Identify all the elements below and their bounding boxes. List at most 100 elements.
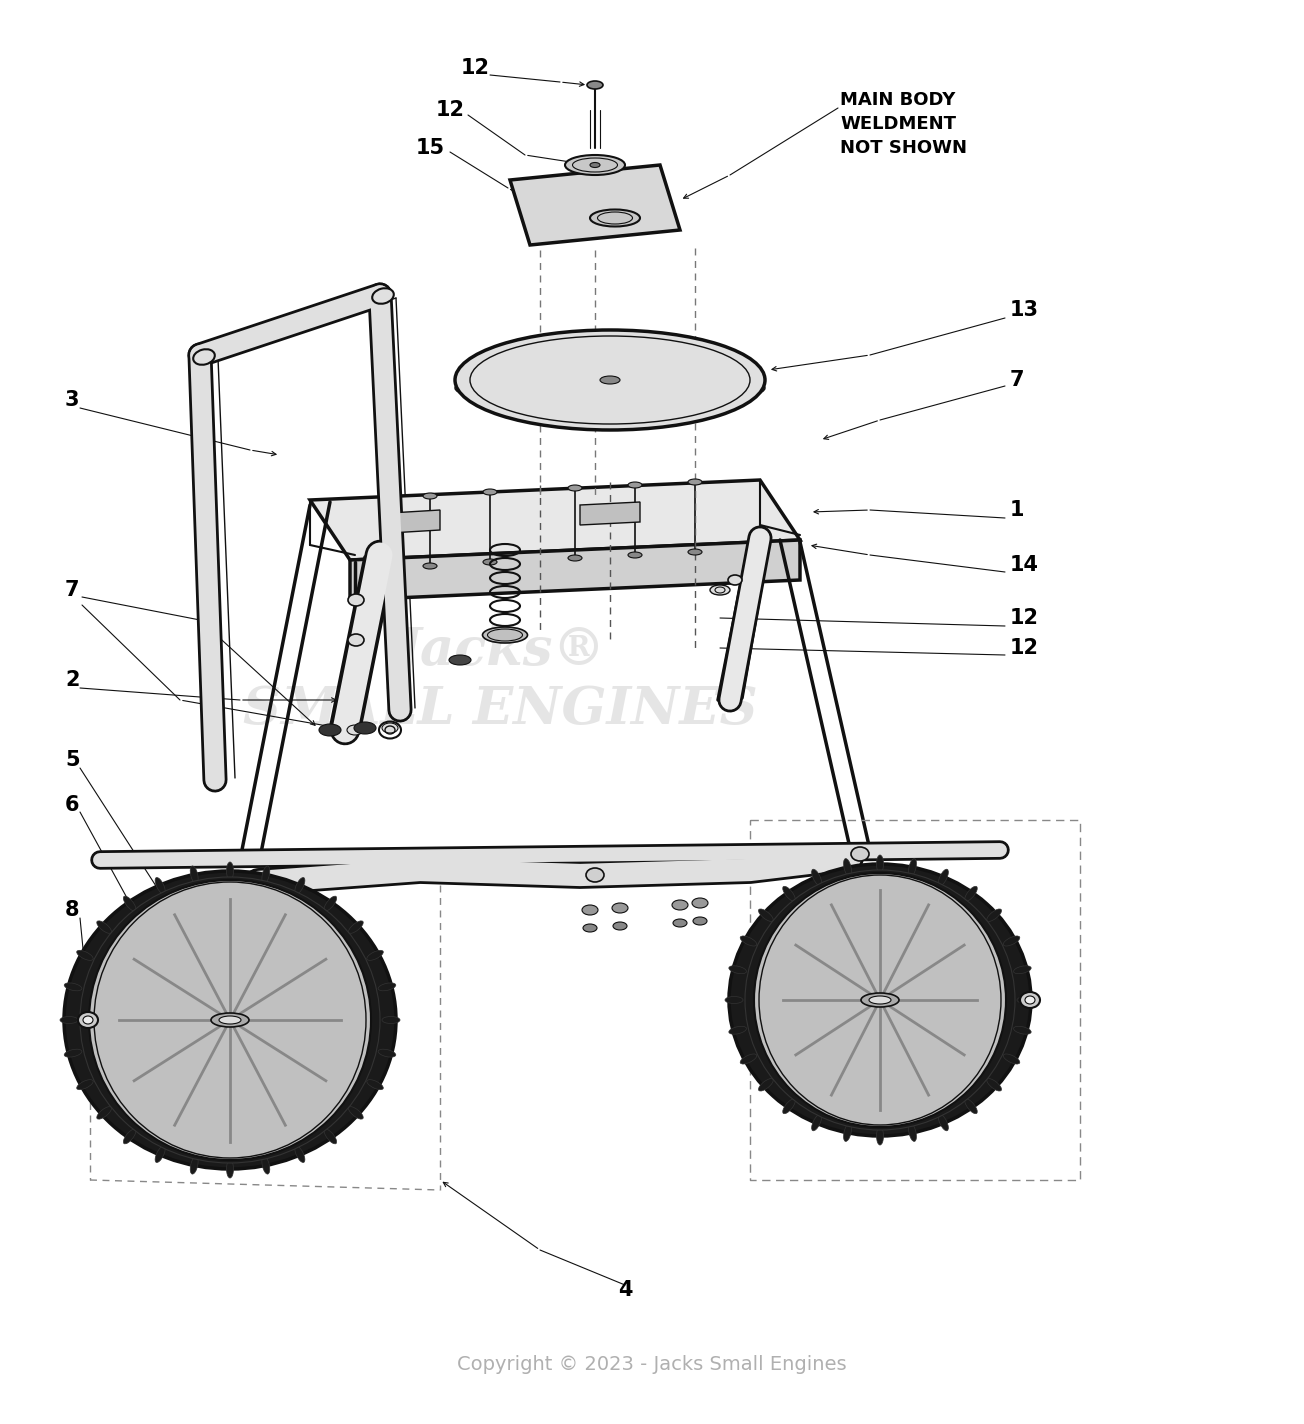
Ellipse shape [844, 859, 852, 876]
Ellipse shape [382, 723, 398, 733]
Ellipse shape [80, 877, 379, 1163]
Ellipse shape [482, 488, 497, 496]
Ellipse shape [96, 1106, 112, 1119]
Text: 2: 2 [65, 671, 80, 691]
Ellipse shape [219, 1015, 241, 1024]
Ellipse shape [64, 1049, 82, 1057]
Ellipse shape [211, 1012, 249, 1027]
Ellipse shape [325, 896, 336, 911]
Ellipse shape [382, 1017, 400, 1024]
Polygon shape [390, 510, 439, 533]
Ellipse shape [378, 1049, 396, 1057]
Text: 12: 12 [460, 58, 489, 78]
Ellipse shape [372, 288, 394, 303]
Ellipse shape [353, 722, 376, 733]
Ellipse shape [422, 493, 437, 498]
Text: 7: 7 [1011, 370, 1025, 390]
Ellipse shape [741, 936, 756, 946]
Text: 15: 15 [416, 138, 445, 158]
Ellipse shape [348, 594, 364, 607]
Ellipse shape [692, 899, 708, 909]
Ellipse shape [582, 906, 599, 916]
Ellipse shape [583, 924, 597, 931]
Ellipse shape [569, 486, 582, 491]
Ellipse shape [378, 983, 396, 991]
Ellipse shape [939, 1115, 948, 1131]
Text: 4: 4 [618, 1280, 632, 1300]
Ellipse shape [455, 330, 765, 430]
Ellipse shape [77, 1079, 93, 1089]
Polygon shape [349, 540, 799, 600]
Ellipse shape [754, 873, 1005, 1126]
Ellipse shape [589, 209, 640, 226]
Ellipse shape [876, 854, 884, 873]
Text: 3: 3 [65, 390, 80, 410]
Ellipse shape [987, 909, 1001, 921]
Polygon shape [310, 480, 799, 560]
Text: 13: 13 [1011, 300, 1039, 320]
Ellipse shape [585, 869, 604, 881]
Ellipse shape [852, 847, 868, 862]
Text: 12: 12 [1011, 638, 1039, 658]
Ellipse shape [612, 903, 629, 913]
Ellipse shape [589, 162, 600, 168]
Text: Copyright © 2023 - Jacks Small Engines: Copyright © 2023 - Jacks Small Engines [458, 1354, 846, 1374]
Text: 8: 8 [65, 900, 80, 920]
Ellipse shape [348, 1106, 364, 1119]
Ellipse shape [78, 1012, 98, 1028]
Ellipse shape [482, 627, 528, 644]
Text: 5: 5 [65, 750, 80, 770]
Ellipse shape [1003, 936, 1020, 946]
Ellipse shape [64, 983, 82, 991]
Ellipse shape [449, 655, 471, 665]
Ellipse shape [347, 725, 363, 735]
Ellipse shape [366, 1079, 383, 1089]
Ellipse shape [729, 1027, 746, 1034]
Ellipse shape [60, 1017, 78, 1024]
Ellipse shape [987, 1078, 1001, 1091]
Text: WELDMENT: WELDMENT [840, 115, 956, 132]
Ellipse shape [227, 1161, 233, 1178]
Text: 14: 14 [1011, 555, 1039, 575]
Ellipse shape [295, 1146, 305, 1162]
Ellipse shape [689, 478, 702, 486]
Ellipse shape [1020, 993, 1041, 1008]
Ellipse shape [89, 880, 372, 1161]
Ellipse shape [77, 950, 93, 960]
Ellipse shape [124, 1129, 136, 1143]
Ellipse shape [348, 921, 364, 933]
Ellipse shape [155, 877, 166, 894]
Ellipse shape [909, 859, 917, 876]
Text: 1: 1 [1011, 500, 1025, 520]
Ellipse shape [759, 909, 773, 921]
Ellipse shape [909, 1124, 917, 1142]
Ellipse shape [565, 155, 625, 175]
Ellipse shape [600, 376, 619, 384]
Ellipse shape [689, 550, 702, 555]
Ellipse shape [262, 866, 270, 883]
Ellipse shape [844, 1124, 852, 1142]
Ellipse shape [295, 877, 305, 894]
Ellipse shape [1013, 965, 1031, 974]
Text: NOT SHOWN: NOT SHOWN [840, 140, 968, 157]
Ellipse shape [64, 871, 396, 1169]
Ellipse shape [569, 555, 582, 561]
Ellipse shape [1017, 997, 1035, 1004]
Ellipse shape [965, 886, 977, 901]
Ellipse shape [482, 560, 497, 565]
Ellipse shape [1025, 995, 1035, 1004]
Ellipse shape [83, 1015, 93, 1024]
Ellipse shape [629, 481, 642, 488]
Text: 12: 12 [436, 100, 464, 120]
Text: 6: 6 [65, 795, 80, 815]
Ellipse shape [673, 918, 687, 927]
Ellipse shape [124, 896, 136, 911]
Polygon shape [510, 165, 679, 245]
Ellipse shape [782, 1099, 795, 1114]
Ellipse shape [725, 997, 743, 1004]
Ellipse shape [709, 585, 730, 595]
Ellipse shape [729, 864, 1031, 1136]
Ellipse shape [96, 921, 112, 933]
Ellipse shape [868, 995, 891, 1004]
Polygon shape [580, 503, 640, 525]
